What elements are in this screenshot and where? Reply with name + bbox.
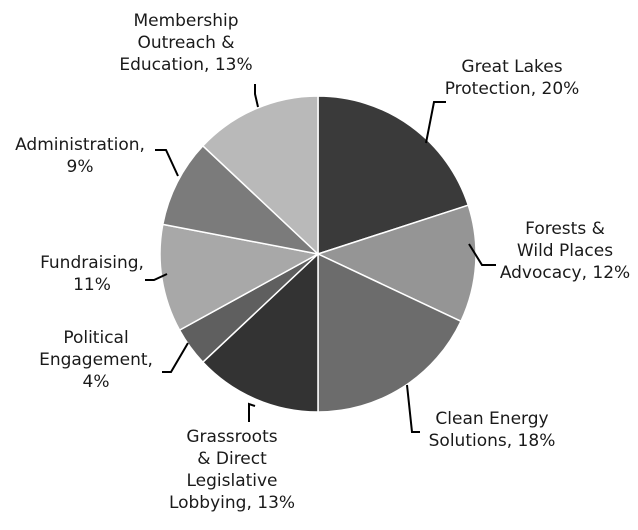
leader-line-grassroots-and-direct-legislative-lobbying (248, 402, 256, 422)
data-label-clean-energy-solutions: Clean Energy Solutions, 18% (429, 409, 556, 451)
pie-slices (159, 95, 477, 413)
leader-line-great-lakes-protection (425, 101, 446, 144)
pie-slice-fundraising (159, 223, 319, 331)
data-label-line: Outreach & (137, 33, 234, 53)
data-label-line: 11% (73, 275, 111, 295)
leader-lines (145, 84, 496, 433)
pie-slice-membership-outreach-and-education (202, 95, 319, 255)
data-label-forests-and-wild-places-advocacy: Forests & Wild Places Advocacy, 12% (500, 219, 630, 283)
leader-line-political-engagement (162, 342, 189, 373)
slice-labels: Great Lakes Protection, 20% Forests & Wild … (15, 11, 630, 513)
data-label-line: Wild Places (517, 241, 613, 261)
pie-slice-great-lakes-protection (317, 95, 470, 255)
pie-slice-grassroots-and-direct-legislative-lobbying (202, 253, 319, 413)
data-label-line: Membership (133, 11, 238, 31)
pie-slice-clean-energy-solutions (317, 253, 462, 413)
leader-line-administration (155, 149, 179, 177)
data-label-line: Protection, 20% (445, 79, 580, 99)
data-label-line: Education, 13% (119, 55, 252, 75)
data-label-line: Grassroots (186, 427, 277, 447)
data-label-line: 9% (67, 157, 94, 177)
data-label-line: Solutions, 18% (429, 431, 556, 451)
data-label-political-engagement: Political Engagement, 4% (39, 328, 153, 392)
data-label-line: Great Lakes (461, 57, 562, 77)
data-label-line: Engagement, (39, 350, 153, 370)
data-label-line: Fundraising, (40, 253, 144, 273)
pie-slice-forests-and-wild-places-advocacy (317, 204, 477, 323)
pie-slice-administration (162, 145, 319, 255)
data-label-line: Administration, (15, 135, 145, 155)
data-label-grassroots-and-direct-legislative-lobbying: Grassroots & Direct Legislative Lobbying, 1… (169, 427, 295, 513)
data-label-line: Political (63, 328, 128, 348)
leader-line-forests-and-wild-places-advocacy (468, 243, 496, 266)
data-label-administration: Administration, 9% (15, 135, 145, 177)
leader-line-clean-energy-solutions (406, 384, 420, 433)
data-label-line: Clean Energy (435, 409, 548, 429)
data-label-line: & Direct (197, 449, 267, 469)
data-label-line: Legislative (186, 471, 277, 491)
data-label-line: Lobbying, 13% (169, 493, 295, 513)
data-label-great-lakes-protection: Great Lakes Protection, 20% (445, 57, 580, 99)
data-label-membership-outreach-and-education: Membership Outreach & Education, 13% (119, 11, 252, 75)
data-label-fundraising: Fundraising, 11% (40, 253, 144, 295)
leader-line-fundraising (145, 273, 168, 281)
leader-line-membership-outreach-and-education (254, 84, 259, 108)
data-label-line: Forests & (525, 219, 605, 239)
data-label-line: Advocacy, 12% (500, 263, 630, 283)
data-label-line: 4% (83, 372, 110, 392)
